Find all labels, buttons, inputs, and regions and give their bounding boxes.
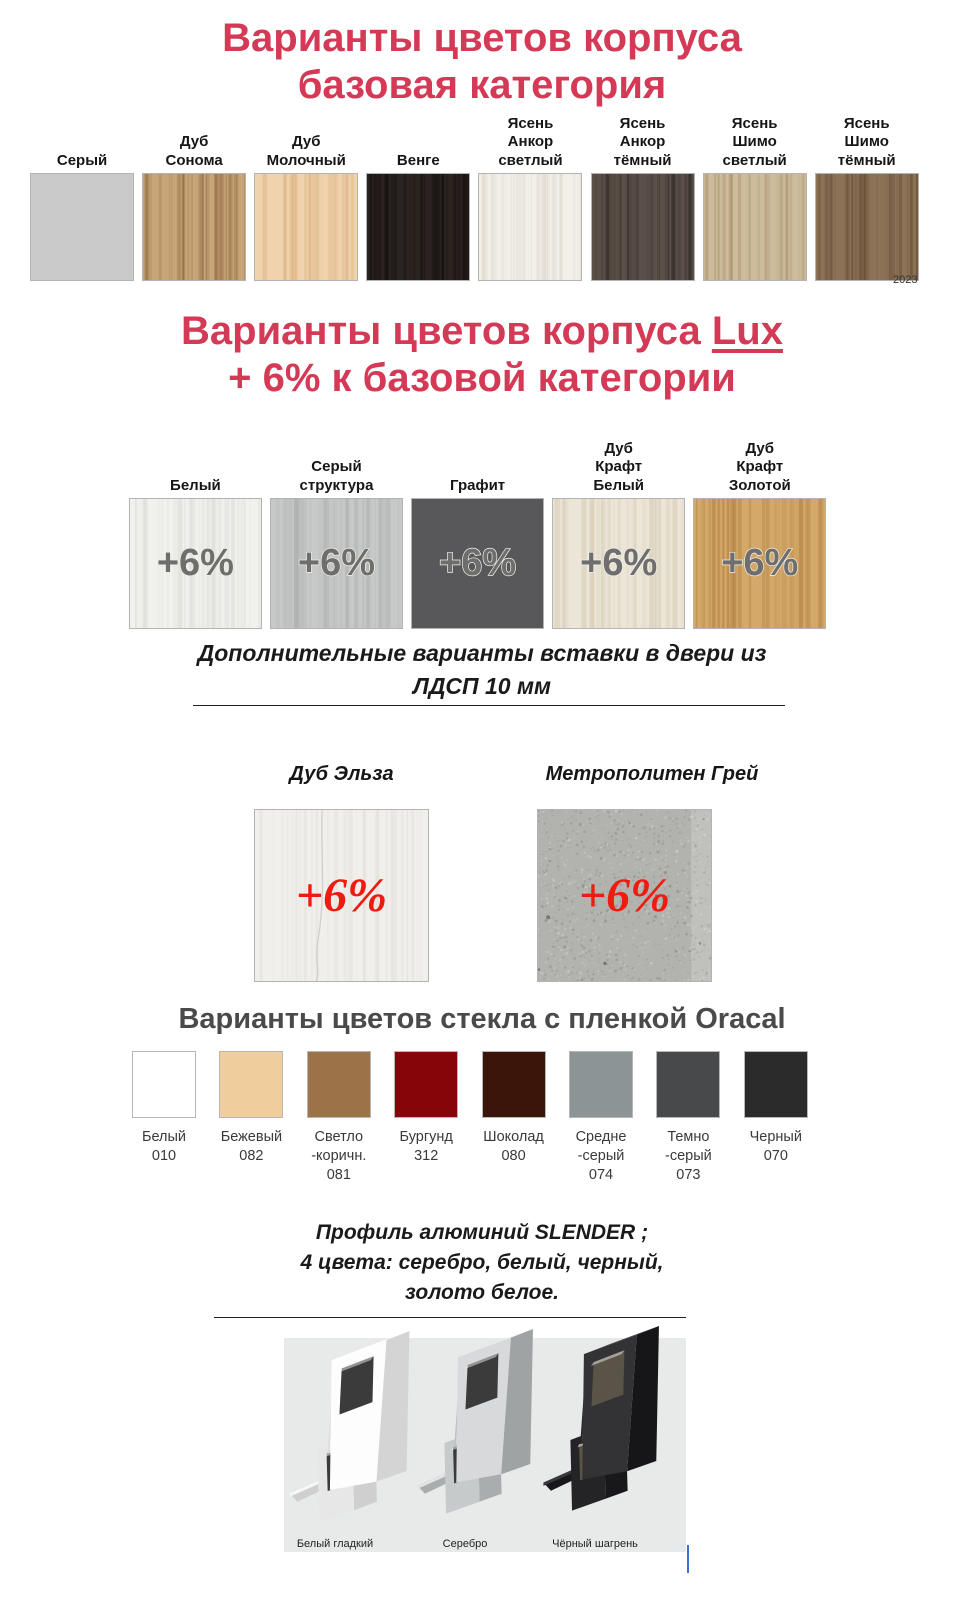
- svg-text:Белый гладкий: Белый гладкий: [297, 1538, 373, 1550]
- svg-text:Серебро: Серебро: [443, 1538, 488, 1550]
- svg-text:Чёрный шагрень: Чёрный шагрень: [552, 1538, 638, 1550]
